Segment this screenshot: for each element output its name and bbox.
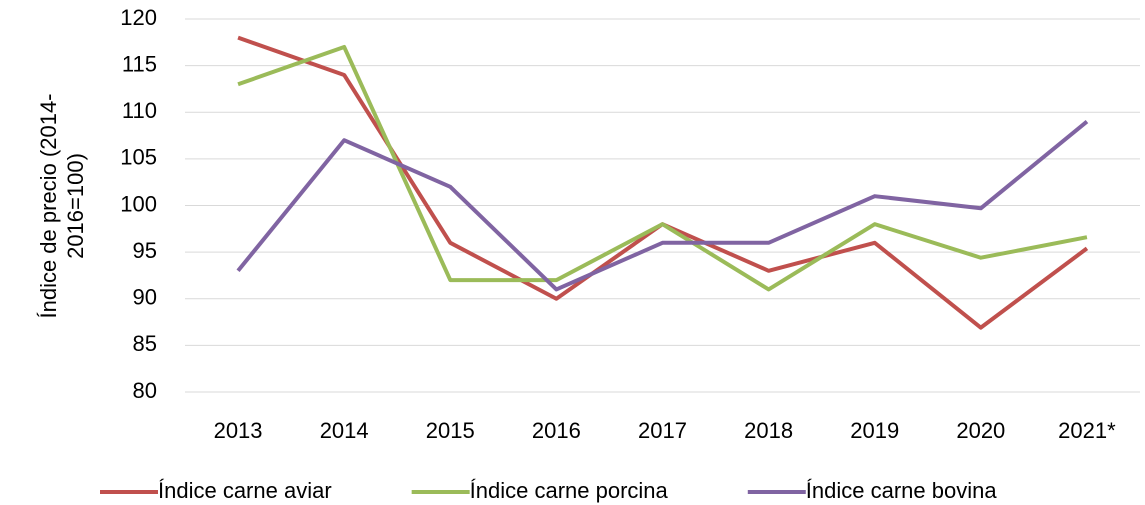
x-tick-label: 2018 (744, 418, 793, 443)
y-axis-title: Índice de precio (2014-2016=100) (36, 93, 88, 319)
y-tick-label: 110 (122, 98, 157, 123)
y-tick-label: 100 (120, 191, 157, 216)
y-tick-label: 105 (120, 145, 157, 170)
x-tick-label: 2020 (956, 418, 1005, 443)
series-line (237, 44, 1088, 292)
x-tick-label: 2013 (214, 418, 263, 443)
y-tick-label: 115 (122, 51, 157, 76)
x-tick-label: 2021* (1058, 418, 1116, 443)
y-tick-label: 90 (133, 285, 157, 310)
x-tick-label: 2017 (638, 418, 687, 443)
y-tick-label: 120 (120, 5, 157, 30)
legend-label: Índice carne porcina (470, 478, 669, 503)
x-tick-label: 2016 (532, 418, 581, 443)
legend-label: Índice carne aviar (158, 478, 332, 503)
x-tick-label: 2019 (850, 418, 899, 443)
legend-label: Índice carne bovina (806, 478, 998, 503)
x-tick-label: 2014 (320, 418, 369, 443)
y-tick-label: 85 (133, 331, 157, 356)
series-line (237, 35, 1089, 330)
series-line (236, 120, 1089, 292)
y-tick-label: 80 (133, 378, 157, 403)
y-tick-label: 95 (133, 238, 157, 263)
x-tick-label: 2015 (426, 418, 475, 443)
